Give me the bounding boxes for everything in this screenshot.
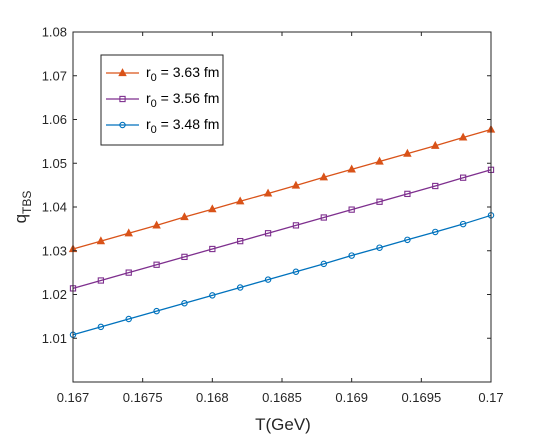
data-point: [209, 292, 216, 299]
data-point: [209, 245, 216, 253]
series-line: [72, 169, 492, 289]
data-point: [263, 188, 273, 197]
data-point: [125, 269, 132, 276]
y-tick-label: 1.06: [42, 112, 67, 127]
series-line: [72, 128, 492, 250]
y-tick-label: 1.07: [42, 68, 67, 83]
legend-entry-2: r0 = 3.56 fm: [106, 90, 219, 110]
data-point: [125, 315, 132, 323]
data-point: [96, 236, 106, 245]
data-point: [376, 198, 383, 205]
x-tick-label: 0.1695: [401, 390, 441, 405]
data-point: [208, 204, 217, 213]
data-point: [124, 228, 133, 237]
legend-box: [100, 54, 224, 146]
data-point: [181, 253, 188, 261]
y-tick-label: 1.03: [42, 243, 67, 258]
data-point: [432, 182, 439, 190]
data-point: [320, 260, 328, 268]
data-point: [320, 214, 327, 221]
data-point: [403, 148, 412, 157]
data-point: [404, 190, 411, 198]
data-point: [152, 220, 161, 229]
data-point: [459, 220, 467, 228]
data-point: [180, 212, 189, 221]
data-point: [153, 261, 160, 268]
data-point: [404, 236, 411, 244]
y-tick-label: 1.05: [42, 156, 67, 171]
legend-marker: [119, 121, 126, 129]
y-axis-label: qTBS: [11, 191, 34, 224]
x-tick-label: 0.168: [196, 390, 229, 405]
series-1: [68, 124, 496, 253]
legend-entry-1: r0 = 3.63 fm: [106, 64, 219, 84]
legend-marker: [118, 68, 127, 77]
ticks-layer: 0.167 0.1675 0.168 0.1685 0.169 0.1695 0.17 1.0…: [42, 25, 504, 406]
data-point: [153, 307, 160, 315]
series-line: [72, 214, 492, 336]
legend: r0 = 3.63 fm r0 = 3.56 fm r0 = 3.48 fm: [100, 54, 224, 146]
y-tick-label: 1.01: [42, 331, 67, 346]
legend-marker: [119, 95, 126, 103]
legend-entry-3: r0 = 3.48 fm: [106, 116, 219, 136]
data-point: [459, 174, 467, 181]
legend-entries: r0 = 3.63 fm r0 = 3.56 fm r0 = 3.48 fm: [106, 64, 219, 136]
data-point: [348, 206, 355, 213]
y-tick-label: 1.02: [42, 287, 67, 302]
data-point: [319, 172, 329, 181]
legend-label: r0 = 3.48 fm: [146, 116, 219, 136]
x-tick-label: 0.167: [57, 390, 90, 405]
x-axis-label: T(GeV): [255, 415, 311, 434]
data-point: [375, 156, 384, 165]
y-tick-label: 1.04: [42, 200, 67, 215]
x-tick-label: 0.169: [335, 390, 368, 405]
x-tick-label: 0.1675: [123, 390, 163, 405]
data-point: [348, 252, 355, 259]
y-axis-label-main: q: [11, 214, 30, 223]
x-tick-label: 0.17: [478, 390, 503, 405]
data-point: [264, 276, 272, 283]
data-point: [181, 299, 188, 307]
data-point: [347, 164, 356, 173]
data-point: [236, 284, 244, 291]
x-tick-label: 0.1685: [262, 390, 302, 405]
data-point: [432, 228, 439, 236]
data-point: [431, 140, 440, 149]
data-point: [458, 132, 468, 141]
y-tick-label: 1.08: [42, 25, 67, 40]
data-point: [376, 244, 383, 251]
legend-label: r0 = 3.63 fm: [146, 64, 219, 84]
data-point: [97, 323, 105, 331]
data-point: [292, 268, 300, 275]
data-point: [292, 222, 300, 229]
data-point: [235, 196, 245, 205]
legend-label: r0 = 3.56 fm: [146, 90, 219, 110]
data-point: [291, 180, 301, 189]
data-point: [264, 230, 272, 237]
y-axis-label-sub: TBS: [20, 191, 34, 214]
series-layer: [68, 124, 496, 338]
data-point: [97, 277, 105, 284]
data-point: [237, 237, 244, 245]
